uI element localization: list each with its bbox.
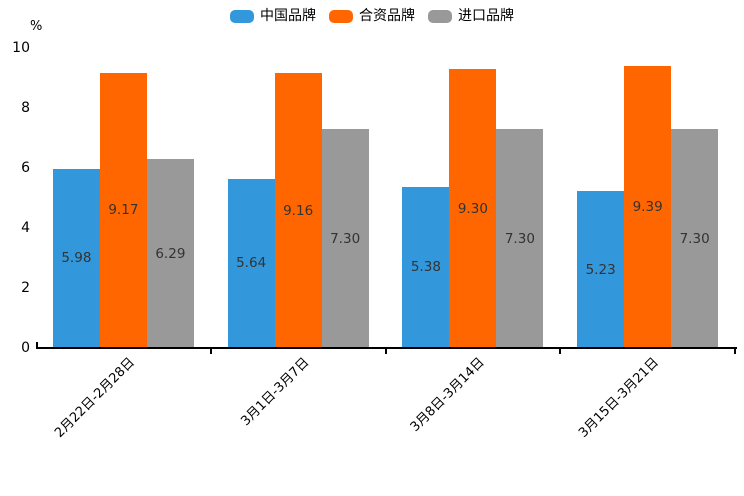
- x-axis-label: 3月1日-3月7日: [238, 355, 313, 430]
- bar-value-label: 9.30: [457, 200, 488, 217]
- bar: [227, 178, 275, 348]
- legend: 中国品牌 合资品牌 进口品牌: [0, 8, 744, 24]
- y-axis-tick-label: 4: [21, 220, 30, 236]
- bar-value-label: 9.17: [108, 202, 139, 219]
- x-axis-label: 3月15日-3月21日: [576, 355, 663, 441]
- bar-value-label: 7.30: [504, 230, 535, 247]
- axis-tick: [36, 342, 38, 347]
- bar-value-label: 7.30: [679, 230, 710, 247]
- bar: [52, 168, 100, 348]
- legend-item[interactable]: 进口品牌: [428, 8, 514, 24]
- y-axis-tick-label: 6: [21, 160, 30, 176]
- legend-item-label: 进口品牌: [458, 8, 514, 24]
- bar: [99, 72, 147, 348]
- axis-tick: [209, 349, 212, 354]
- y-axis-tick-label: 0: [21, 340, 30, 356]
- bar-value-label: 5.23: [585, 261, 616, 278]
- x-axis-label: 2月22日-2月28日: [52, 355, 138, 441]
- bar: [321, 129, 369, 348]
- bar: [624, 66, 672, 348]
- bar: [146, 159, 194, 348]
- y-axis-tick-label: 10: [12, 40, 30, 56]
- legend-item-label: 中国品牌: [260, 8, 316, 24]
- y-axis-unit-label: %: [30, 19, 43, 34]
- bar: [577, 191, 625, 348]
- axis-tick: [734, 349, 736, 354]
- bar-value-label: 6.29: [155, 245, 186, 262]
- legend-item-label: 合资品牌: [359, 8, 415, 24]
- x-axis-line: [36, 347, 737, 349]
- y-axis-tick-label: 8: [21, 100, 30, 116]
- legend-swatch: [230, 9, 254, 23]
- axis-tick: [384, 349, 387, 354]
- legend-swatch: [428, 9, 452, 23]
- axis-tick: [559, 349, 562, 354]
- bar-value-label: 5.98: [61, 250, 92, 267]
- legend-item[interactable]: 中国品牌: [230, 8, 316, 24]
- y-axis-tick-label: 2: [21, 280, 30, 296]
- bar: [402, 186, 450, 348]
- bar-value-label: 9.39: [632, 199, 663, 216]
- bar: [274, 73, 322, 348]
- legend-item[interactable]: 合资品牌: [329, 8, 415, 24]
- x-axis-label: 3月8日-3月14日: [407, 355, 488, 435]
- bar: [496, 129, 544, 348]
- bar: [449, 69, 497, 348]
- bar-value-label: 5.38: [410, 259, 441, 276]
- bar: [671, 129, 719, 348]
- bar-value-label: 9.16: [283, 202, 314, 219]
- bar-value-label: 5.64: [236, 255, 267, 272]
- bar-value-label: 7.30: [330, 230, 361, 247]
- legend-swatch: [329, 9, 353, 23]
